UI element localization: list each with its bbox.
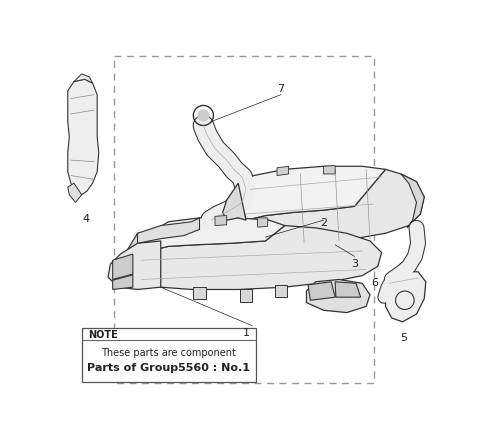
Polygon shape	[215, 215, 227, 225]
Text: NOTE: NOTE	[88, 330, 118, 340]
Polygon shape	[74, 74, 93, 83]
Text: Parts of Group5560 : No.1: Parts of Group5560 : No.1	[87, 363, 251, 373]
Text: These parts are component: These parts are component	[101, 348, 236, 358]
Polygon shape	[258, 218, 268, 227]
Polygon shape	[113, 254, 133, 279]
Polygon shape	[149, 218, 285, 251]
Polygon shape	[401, 174, 424, 228]
Text: 1: 1	[242, 328, 250, 338]
Polygon shape	[193, 287, 206, 300]
Text: 2: 2	[320, 218, 327, 228]
Circle shape	[197, 109, 210, 122]
Bar	[82, 328, 256, 382]
Polygon shape	[275, 285, 287, 297]
Polygon shape	[308, 282, 335, 300]
Text: 7: 7	[277, 84, 285, 94]
Polygon shape	[324, 166, 335, 174]
Polygon shape	[385, 272, 426, 322]
Polygon shape	[306, 279, 370, 313]
Polygon shape	[68, 79, 99, 195]
Text: 5: 5	[400, 334, 407, 344]
Bar	[114, 56, 374, 383]
Text: 4: 4	[83, 214, 90, 224]
Polygon shape	[137, 218, 200, 243]
Polygon shape	[128, 225, 382, 290]
Polygon shape	[277, 166, 288, 176]
Polygon shape	[238, 166, 385, 220]
Polygon shape	[223, 183, 246, 220]
Polygon shape	[68, 183, 82, 202]
Polygon shape	[108, 241, 161, 290]
Polygon shape	[113, 275, 133, 290]
Text: 6: 6	[371, 278, 378, 288]
Text: 3: 3	[351, 259, 358, 269]
Polygon shape	[335, 282, 360, 297]
Polygon shape	[128, 233, 149, 256]
Polygon shape	[240, 290, 252, 302]
Polygon shape	[223, 169, 424, 245]
